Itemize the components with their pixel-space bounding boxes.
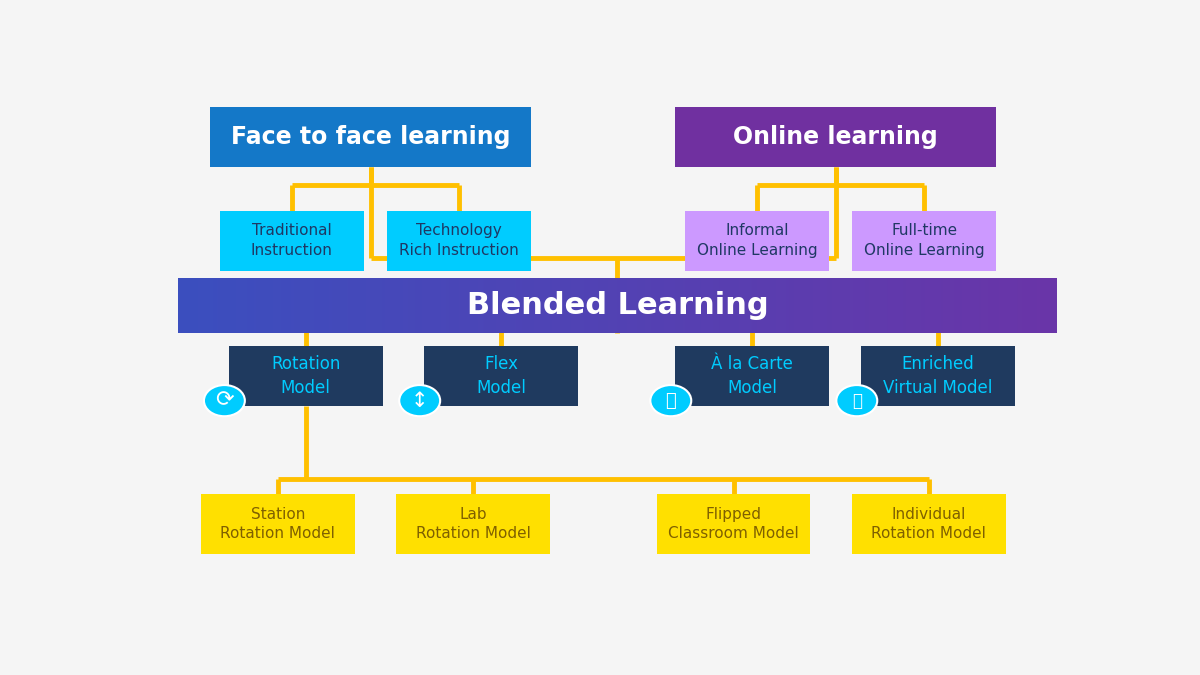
Text: Station
Rotation Model: Station Rotation Model bbox=[221, 507, 335, 541]
Text: Online learning: Online learning bbox=[733, 125, 938, 149]
Text: ↕: ↕ bbox=[410, 391, 428, 410]
Ellipse shape bbox=[400, 385, 440, 416]
Text: Lab
Rotation Model: Lab Rotation Model bbox=[415, 507, 530, 541]
Text: Flipped
Classroom Model: Flipped Classroom Model bbox=[668, 507, 799, 541]
FancyBboxPatch shape bbox=[220, 211, 364, 271]
FancyBboxPatch shape bbox=[676, 107, 996, 167]
Text: Technology
Rich Instruction: Technology Rich Instruction bbox=[400, 223, 520, 259]
Ellipse shape bbox=[836, 385, 877, 416]
FancyBboxPatch shape bbox=[210, 107, 532, 167]
Text: Enriched
Virtual Model: Enriched Virtual Model bbox=[883, 355, 992, 397]
FancyBboxPatch shape bbox=[656, 494, 810, 554]
Text: Rotation
Model: Rotation Model bbox=[271, 355, 341, 397]
Ellipse shape bbox=[650, 385, 691, 416]
Text: Blended Learning: Blended Learning bbox=[467, 292, 768, 321]
FancyBboxPatch shape bbox=[852, 494, 1006, 554]
FancyBboxPatch shape bbox=[425, 346, 578, 406]
Text: 📱: 📱 bbox=[852, 392, 862, 410]
Ellipse shape bbox=[204, 385, 245, 416]
Text: ⟳: ⟳ bbox=[215, 391, 234, 410]
Text: Face to face learning: Face to face learning bbox=[232, 125, 511, 149]
FancyBboxPatch shape bbox=[202, 494, 355, 554]
Text: À la Carte
Model: À la Carte Model bbox=[712, 355, 793, 397]
Text: Flex
Model: Flex Model bbox=[476, 355, 526, 397]
Text: Full-time
Online Learning: Full-time Online Learning bbox=[864, 223, 984, 259]
Text: Individual
Rotation Model: Individual Rotation Model bbox=[871, 507, 986, 541]
FancyBboxPatch shape bbox=[862, 346, 1015, 406]
Text: Traditional
Instruction: Traditional Instruction bbox=[251, 223, 332, 259]
FancyBboxPatch shape bbox=[685, 211, 829, 271]
FancyBboxPatch shape bbox=[676, 346, 829, 406]
Text: Informal
Online Learning: Informal Online Learning bbox=[696, 223, 817, 259]
FancyBboxPatch shape bbox=[396, 494, 550, 554]
Text: 👤: 👤 bbox=[666, 392, 676, 410]
FancyBboxPatch shape bbox=[852, 211, 996, 271]
FancyBboxPatch shape bbox=[388, 211, 532, 271]
FancyBboxPatch shape bbox=[229, 346, 383, 406]
